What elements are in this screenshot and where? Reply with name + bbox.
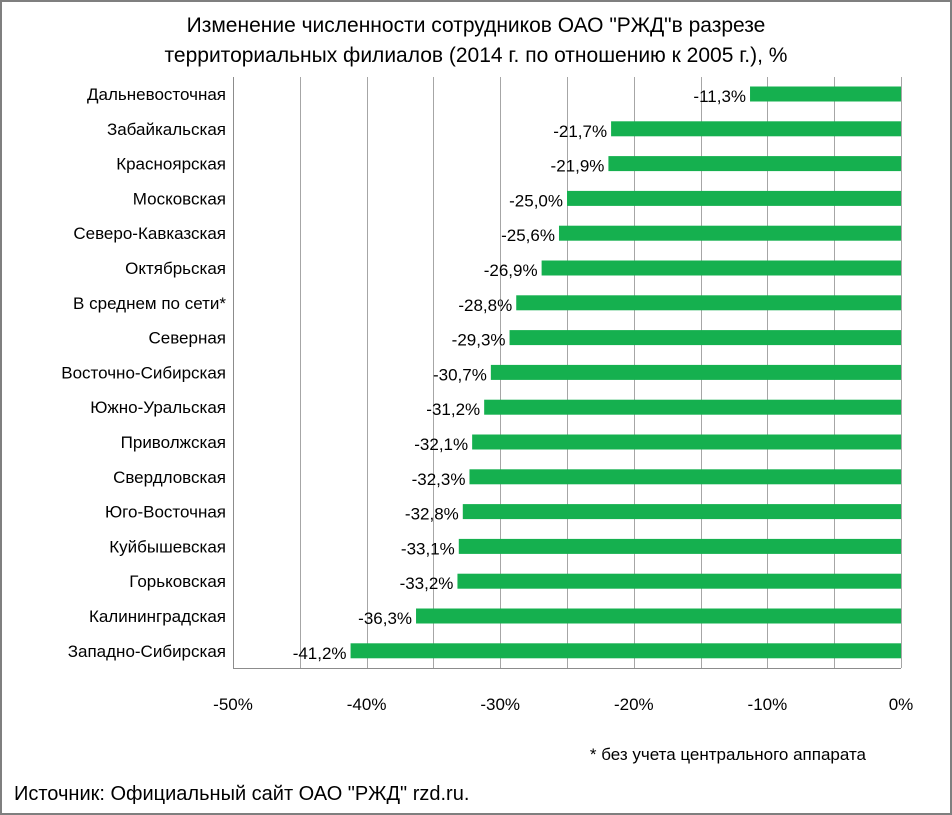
- category-label: Забайкальская: [107, 120, 226, 139]
- x-tick-label: -40%: [347, 695, 387, 714]
- x-tick-label: -10%: [748, 695, 788, 714]
- data-label: -21,7%: [553, 122, 607, 141]
- category-labels: Дальневосточная Забайкальская Красноярская…: [61, 85, 226, 661]
- category-label: Западно-Сибирская: [68, 642, 226, 661]
- category-label: Горьковская: [129, 572, 226, 591]
- bar: [490, 364, 901, 380]
- category-label: В среднем по сети*: [73, 294, 226, 313]
- source-note: Источник: Официальный сайт ОАО "РЖД" rzd…: [14, 783, 469, 805]
- data-label: -36,3%: [358, 609, 412, 628]
- data-label: -29,3%: [452, 331, 506, 350]
- bar: [608, 156, 901, 172]
- category-label: Куйбышевская: [109, 537, 226, 556]
- bars: [350, 86, 901, 659]
- data-label: -41,2%: [293, 644, 347, 663]
- x-tick-label: -50%: [213, 695, 253, 714]
- chart-title-line-2: территориальных филиалов (2014 г. по отн…: [165, 44, 788, 67]
- chart-title-line-1: Изменение численности сотрудников ОАО "Р…: [187, 14, 766, 37]
- data-label: -32,1%: [414, 435, 468, 454]
- chart-title: Изменение численности сотрудников ОАО "Р…: [165, 14, 788, 67]
- data-label: -25,0%: [509, 191, 563, 210]
- data-label: -26,9%: [484, 261, 538, 280]
- x-axis-tick-labels: -50% -40% -30% -20% -10% 0%: [213, 695, 913, 714]
- bar: [484, 399, 901, 415]
- x-tick-label: -20%: [614, 695, 654, 714]
- category-label: Свердловская: [113, 468, 226, 487]
- data-labels: -11,3% -21,7% -21,9% -25,0% -25,6% -26,9% -28,…: [293, 87, 746, 663]
- footnote: * без учета центрального аппарата: [590, 745, 867, 764]
- category-label: Восточно-Сибирская: [61, 363, 226, 382]
- data-label: -32,3%: [412, 470, 466, 489]
- category-label: Юго-Восточная: [105, 503, 226, 522]
- bar: [472, 434, 901, 450]
- bar: [469, 469, 901, 485]
- category-label: Октябрьская: [125, 259, 226, 278]
- bar: [350, 643, 901, 659]
- category-label: Южно-Уральская: [90, 398, 226, 417]
- data-label: -11,3%: [693, 87, 746, 106]
- data-label: -25,6%: [501, 226, 555, 245]
- bar: [457, 573, 901, 589]
- bar: [541, 260, 901, 276]
- category-label: Московская: [133, 189, 226, 208]
- bar: [516, 295, 901, 311]
- category-label: Калининградская: [89, 607, 226, 626]
- category-label: Приволжская: [121, 433, 226, 452]
- bar: [416, 608, 901, 624]
- category-label: Дальневосточная: [87, 85, 226, 104]
- data-label: -31,2%: [426, 400, 480, 419]
- bar: [509, 330, 901, 346]
- data-label: -33,1%: [401, 539, 455, 558]
- bar: [558, 225, 901, 241]
- data-label: -32,8%: [405, 505, 459, 524]
- data-label: -30,7%: [433, 365, 487, 384]
- bar: [611, 121, 901, 137]
- data-label: -21,9%: [551, 157, 605, 176]
- category-label: Красноярская: [116, 155, 226, 174]
- data-label: -28,8%: [458, 296, 512, 315]
- bar: [750, 86, 901, 102]
- x-tick-label: 0%: [889, 695, 914, 714]
- bar: [458, 538, 901, 554]
- data-label: -33,2%: [400, 574, 454, 593]
- bar: [567, 190, 901, 206]
- category-label: Северная: [148, 329, 226, 348]
- category-label: Северо-Кавказская: [73, 224, 226, 243]
- bar: [462, 504, 901, 520]
- x-tick-label: -30%: [480, 695, 520, 714]
